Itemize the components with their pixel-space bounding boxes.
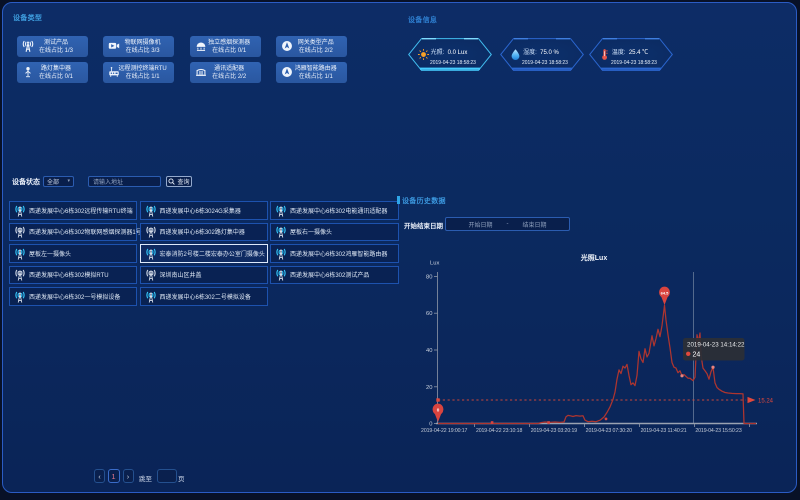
svg-text:2019-04-23 11:40:21: 2019-04-23 11:40:21 <box>641 428 687 434</box>
svg-text:15.24: 15.24 <box>758 398 774 404</box>
svg-text:20: 20 <box>426 385 432 391</box>
svg-text:2019-04-22 19:00:17: 2019-04-22 19:00:17 <box>421 428 467 434</box>
svg-text:2019-04-23 15:50:23: 2019-04-23 15:50:23 <box>695 428 741 434</box>
svg-text:40: 40 <box>426 348 432 354</box>
svg-text:0: 0 <box>429 422 432 428</box>
svg-text:2019-04-22 23:10:18: 2019-04-22 23:10:18 <box>476 428 522 434</box>
svg-text:24: 24 <box>693 351 701 358</box>
svg-text:64.5: 64.5 <box>661 291 670 296</box>
svg-text:Lux: Lux <box>430 261 439 267</box>
svg-text:2019-04-23 14:14:22: 2019-04-23 14:14:22 <box>687 342 745 349</box>
svg-text:80: 80 <box>426 275 432 281</box>
svg-text:0: 0 <box>437 408 440 413</box>
svg-text:60: 60 <box>426 311 432 317</box>
svg-text:2019-04-23 03:20:19: 2019-04-23 03:20:19 <box>531 428 577 434</box>
svg-text:2019-04-23 07:30:20: 2019-04-23 07:30:20 <box>586 428 632 434</box>
